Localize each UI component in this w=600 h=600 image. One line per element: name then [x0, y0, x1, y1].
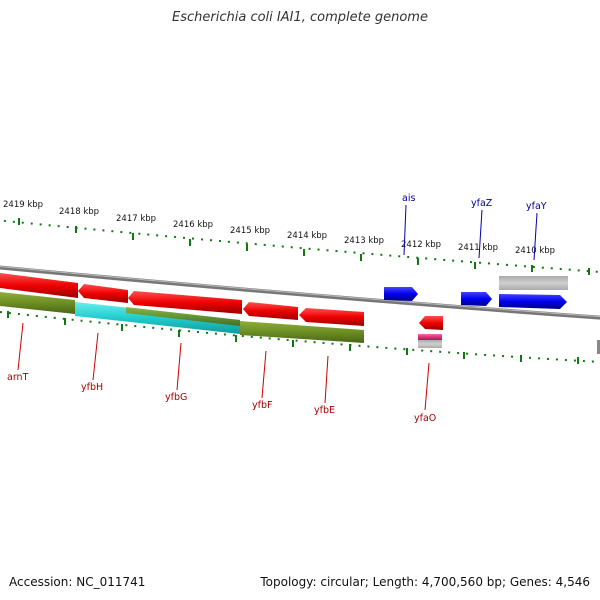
scale-major-ticks-upper — [18, 218, 590, 275]
gene-yfbH-arrow[interactable] — [78, 284, 128, 303]
gene-label-yfbF: yfbF — [252, 400, 272, 411]
genome-backbone — [0, 265, 600, 320]
gene-label-yfbG: yfbG — [165, 392, 187, 403]
scale-label: 2417 kbp — [116, 214, 156, 224]
feature-edge-partial — [597, 340, 600, 354]
gene-label-yfbE: yfbE — [314, 405, 335, 416]
gene-label-yfaZ: yfaZ — [471, 198, 493, 209]
genome-info-text: Topology: circular; Length: 4,700,560 bp… — [260, 575, 590, 589]
gene-ais[interactable] — [384, 287, 418, 301]
operon-olive-1 — [0, 292, 75, 314]
gene-label-yfaO: yfaO — [414, 413, 436, 424]
operon-cyan — [75, 302, 240, 334]
accession-text: Accession: NC_011741 — [9, 575, 146, 589]
scale-label: 2414 kbp — [287, 231, 327, 241]
genome-backbone-highlight — [0, 265, 600, 318]
scale-label: 2413 kbp — [344, 236, 384, 246]
gene-yfaY[interactable] — [499, 294, 567, 309]
scale-label: 2418 kbp — [59, 207, 99, 217]
feature-pink — [418, 334, 442, 340]
gene-yfbE-arrow[interactable] — [299, 308, 364, 326]
scale-label: 2415 kbp — [230, 226, 270, 236]
scale-major-ticks-lower — [7, 311, 579, 364]
scale-ring-upper — [0, 219, 600, 273]
forward-features — [384, 276, 568, 309]
label-lines-forward — [403, 204, 538, 261]
gene-yfbF-arrow[interactable] — [243, 302, 298, 320]
operon-olive-2 — [126, 307, 240, 326]
gene-label-yfbH: yfbH — [81, 382, 103, 393]
gene-yfbG-arrow[interactable] — [128, 291, 242, 314]
gene-label-arnT: arnT — [7, 372, 29, 383]
feature-gray-upper — [499, 276, 568, 290]
reverse-features — [0, 273, 443, 348]
feature-gray-lower — [418, 340, 442, 348]
map-title: Escherichia coli IAI1, complete genome — [172, 10, 428, 25]
scale-label: 2419 kbp — [3, 200, 43, 210]
scale-label: 2416 kbp — [173, 220, 213, 230]
gene-yfaZ[interactable] — [461, 292, 492, 306]
gene-label-yfaY: yfaY — [526, 201, 547, 212]
scale-label: 2411 kbp — [458, 243, 498, 253]
gene-label-ais: ais — [402, 193, 415, 204]
label-lines-reverse — [17, 322, 430, 411]
gene-yfaO-arrow[interactable] — [419, 316, 443, 330]
operon-olive-3 — [240, 321, 364, 343]
gene-arnT-arrow[interactable] — [0, 273, 78, 298]
operon-band — [0, 292, 364, 343]
scale-label: 2412 kbp — [401, 240, 441, 250]
